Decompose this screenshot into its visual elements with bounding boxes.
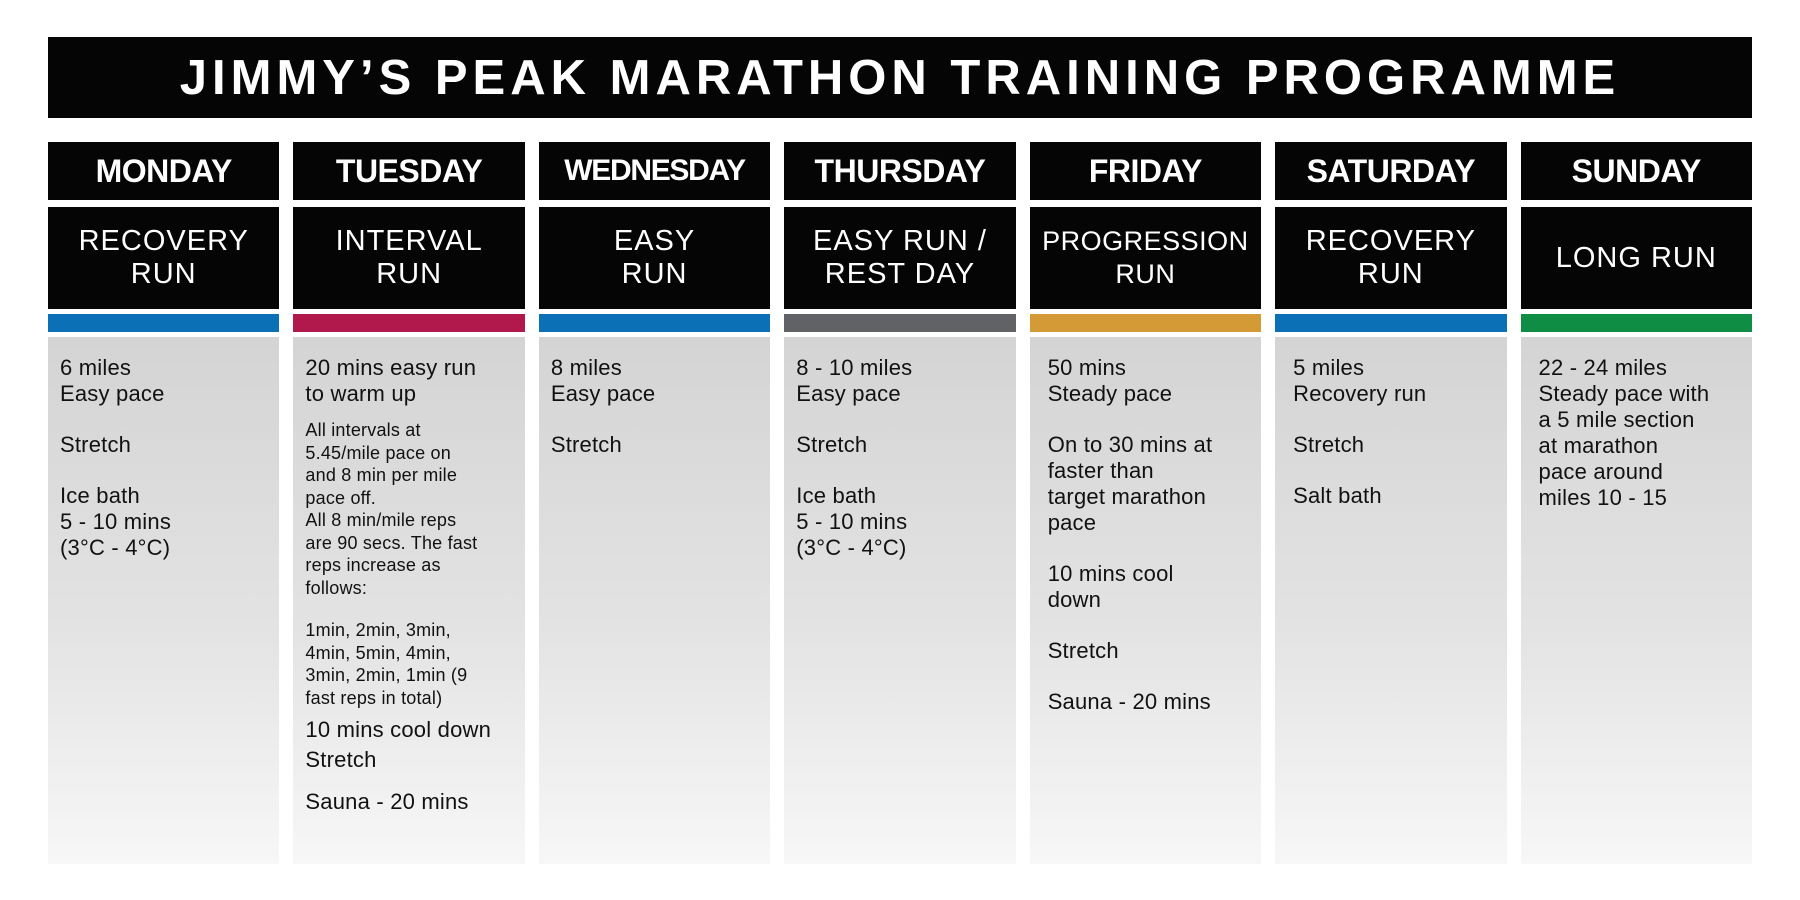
day-column-sunday: SUNDAY LONG RUN 22 - 24 miles Steady pac… [1520, 142, 1752, 864]
detail-paragraph: 10 mins cool down [1047, 561, 1174, 612]
workout-details: 20 mins easy run to warm up All interval… [293, 337, 525, 864]
workout-details: 6 miles Easy pace Stretch Ice bath 5 - 1… [48, 337, 280, 864]
workout-type: INTERVAL RUN [293, 207, 525, 309]
detail-paragraph: Stretch [796, 432, 868, 457]
detail-paragraph: Sauna - 20 mins [305, 789, 469, 814]
color-stripe [1029, 314, 1262, 332]
color-stripe [48, 314, 280, 332]
workout-type: RECOVERY RUN [1275, 207, 1507, 309]
detail-paragraph: Sauna - 20 mins [1047, 689, 1211, 714]
workout-details: 50 mins Steady pace On to 30 mins at fas… [1029, 337, 1262, 864]
day-column-monday: MONDAY RECOVERY RUN 6 miles Easy pace Str… [48, 142, 280, 864]
workout-type: LONG RUN [1520, 207, 1752, 309]
day-header: TUESDAY [293, 142, 525, 200]
day-column-tuesday: TUESDAY INTERVAL RUN 20 mins easy run to … [293, 142, 525, 864]
detail-paragraph: Ice bath 5 - 10 mins (3°C - 4°C) [796, 483, 908, 560]
detail-paragraph: Salt bath [1293, 483, 1382, 508]
detail-paragraph: Stretch [1293, 432, 1365, 457]
detail-paragraph: 6 miles Easy pace [60, 355, 165, 406]
detail-paragraph: 5 miles Recovery run [1293, 355, 1427, 406]
workout-type: EASY RUN / REST DAY [784, 207, 1016, 309]
page-title: JIMMY’S PEAK MARATHON TRAINING PROGRAMME [48, 37, 1752, 118]
detail-paragraph: 8 - 10 miles Easy pace [796, 355, 913, 406]
day-header: THURSDAY [784, 142, 1016, 200]
workout-details: 5 miles Recovery run Stretch Salt bath [1275, 337, 1507, 864]
detail-paragraph: On to 30 mins at faster than target mara… [1047, 432, 1213, 535]
detail-paragraph: Ice bath 5 - 10 mins (3°C - 4°C) [60, 483, 172, 560]
workout-type: EASY RUN [538, 207, 771, 309]
detail-paragraph: Stretch [305, 747, 377, 772]
day-header: SATURDAY [1275, 142, 1507, 200]
workout-details: 22 - 24 miles Steady pace with a 5 mile … [1520, 337, 1752, 864]
color-stripe [538, 314, 771, 332]
day-header: MONDAY [48, 142, 280, 200]
detail-paragraph: 8 miles Easy pace [550, 355, 656, 406]
day-header: SUNDAY [1520, 142, 1752, 200]
day-column-friday: FRIDAY PROGRESSION RUN 50 mins Steady pac… [1029, 142, 1262, 864]
detail-paragraph: Stretch [550, 432, 622, 457]
workout-details: 8 miles Easy pace Stretch [538, 337, 771, 864]
workout-type: PROGRESSION RUN [1029, 207, 1262, 309]
day-column-saturday: SATURDAY RECOVERY RUN 5 miles Recovery ru… [1275, 142, 1507, 864]
workout-type: RECOVERY RUN [48, 207, 280, 309]
color-stripe [293, 314, 525, 332]
detail-paragraph: 10 mins cool down [305, 717, 492, 742]
detail-paragraph: 20 mins easy run to warm up [305, 355, 477, 406]
workout-details: 8 - 10 miles Easy pace Stretch Ice bath … [784, 337, 1016, 864]
detail-paragraph: All intervals at 5.45/mile pace on and 8… [305, 420, 478, 598]
detail-paragraph: Stretch [60, 432, 132, 457]
detail-paragraph: 1min, 2min, 3min, 4min, 5min, 4min, 3min… [305, 620, 468, 708]
day-header: FRIDAY [1029, 142, 1262, 200]
weekly-schedule: MONDAY RECOVERY RUN 6 miles Easy pace Str… [48, 142, 1752, 864]
detail-paragraph: 50 mins Steady pace [1047, 355, 1173, 406]
color-stripe [784, 314, 1016, 332]
color-stripe [1275, 314, 1507, 332]
day-column-wednesday: WEDNESDAY EASY RUN 8 miles Easy pace Stre… [538, 142, 771, 864]
day-header: WEDNESDAY [538, 142, 771, 200]
detail-paragraph: 22 - 24 miles Steady pace with a 5 mile … [1538, 355, 1710, 510]
detail-paragraph: Stretch [1047, 638, 1119, 663]
color-stripe [1520, 314, 1752, 332]
day-column-thursday: THURSDAY EASY RUN / REST DAY 8 - 10 miles… [784, 142, 1016, 864]
